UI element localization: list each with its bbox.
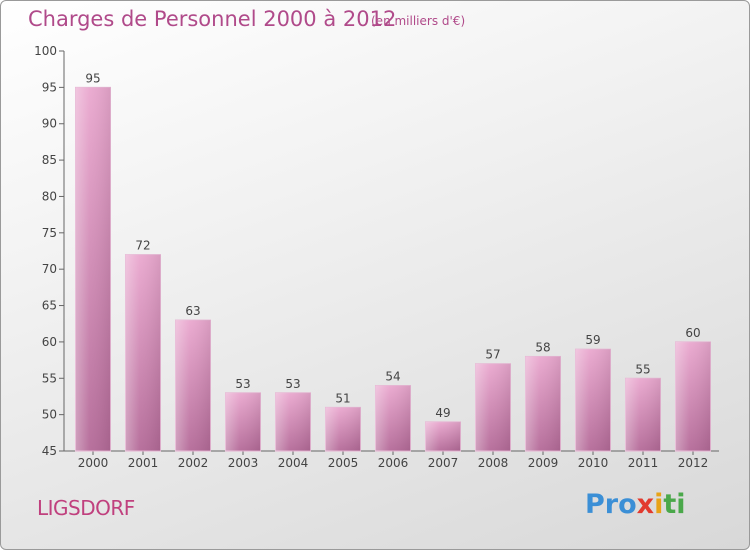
x-tick-label: 2006 (378, 456, 409, 470)
bar-value-label: 53 (285, 377, 300, 391)
bar-shine (375, 385, 411, 451)
bar-shine (175, 320, 211, 451)
y-tick-label: 60 (42, 335, 57, 349)
y-tick-label: 65 (42, 299, 57, 313)
bar-shine (325, 407, 361, 451)
y-tick-label: 45 (42, 444, 57, 458)
logo-part: i (654, 489, 664, 520)
bar-value-label: 58 (535, 340, 550, 354)
x-tick-label: 2002 (178, 456, 209, 470)
bar-value-label: 63 (185, 304, 200, 318)
bar-value-label: 53 (235, 377, 250, 391)
bar-value-label: 60 (685, 326, 700, 340)
x-tick-label: 2009 (528, 456, 559, 470)
x-tick-label: 2005 (328, 456, 359, 470)
y-tick-label: 75 (42, 226, 57, 240)
logo-part: x (636, 489, 655, 520)
logo-part: Pro (585, 489, 637, 520)
bar-value-label: 55 (635, 362, 650, 376)
bar-value-label: 49 (435, 406, 450, 420)
bar-shine (275, 392, 311, 451)
logo-part: ti (663, 489, 686, 520)
commune-name: LIGSDORF (37, 496, 135, 520)
y-tick-label: 80 (42, 189, 57, 203)
x-tick-label: 2011 (628, 456, 659, 470)
bar-shine (75, 87, 111, 451)
y-tick-label: 90 (42, 117, 57, 131)
y-tick-label: 85 (42, 153, 57, 167)
x-tick-label: 2007 (428, 456, 459, 470)
bar-value-label: 54 (385, 370, 400, 384)
bar-value-label: 57 (485, 348, 500, 362)
y-tick-label: 100 (34, 44, 57, 58)
y-tick-label: 95 (42, 80, 57, 94)
x-tick-label: 2004 (278, 456, 309, 470)
bar-value-label: 72 (135, 239, 150, 253)
bar-value-label: 59 (585, 333, 600, 347)
bar-shine (225, 392, 261, 451)
x-tick-label: 2000 (78, 456, 109, 470)
x-tick-label: 2001 (128, 456, 159, 470)
chart-subtitle: (en milliers d'€) (371, 14, 466, 28)
bar-shine (425, 421, 461, 451)
bar-shine (575, 349, 611, 451)
x-tick-label: 2008 (478, 456, 509, 470)
x-tick-label: 2003 (228, 456, 259, 470)
chart-title: Charges de Personnel 2000 à 2012 (28, 7, 397, 31)
bar-shine (475, 363, 511, 451)
bar-shine (525, 356, 561, 451)
x-tick-label: 2010 (578, 456, 609, 470)
bar-shine (675, 341, 711, 451)
y-tick-label: 70 (42, 262, 57, 276)
bar-value-label: 51 (335, 391, 350, 405)
x-tick-label: 2012 (678, 456, 709, 470)
bar-value-label: 95 (85, 71, 100, 85)
bar-shine (625, 378, 661, 451)
y-tick-label: 55 (42, 371, 57, 385)
y-tick-label: 50 (42, 408, 57, 422)
bar-shine (125, 254, 161, 451)
proxiti-logo: Proxiti (585, 489, 686, 520)
